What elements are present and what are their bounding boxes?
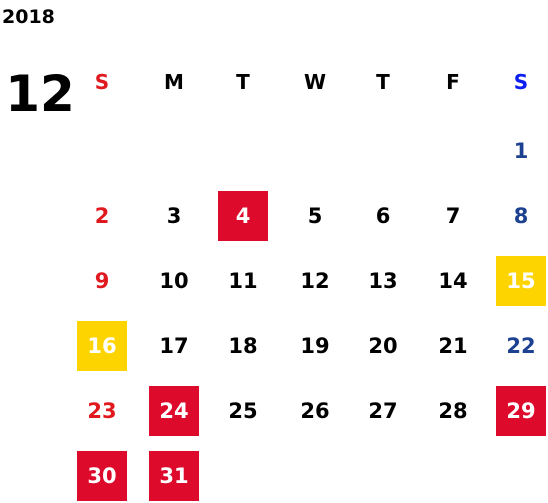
day-number: 28 xyxy=(438,399,467,423)
day-number: 11 xyxy=(228,269,257,293)
day-number: 2 xyxy=(95,204,110,228)
day-number: 21 xyxy=(438,334,467,358)
day-number: 23 xyxy=(87,399,116,423)
day-number: 4 xyxy=(236,204,251,228)
day-number: 6 xyxy=(376,204,391,228)
day-number: 26 xyxy=(300,399,329,423)
day-number: 16 xyxy=(87,334,116,358)
day-number: 15 xyxy=(506,269,535,293)
weekday-label: T xyxy=(236,70,250,94)
day-number: 3 xyxy=(167,204,182,228)
highlight xyxy=(149,451,199,501)
weekday-label: W xyxy=(304,70,326,94)
day-number: 10 xyxy=(159,269,188,293)
weekday-label: S xyxy=(514,70,528,94)
weekday-label: S xyxy=(95,70,109,94)
day-number: 24 xyxy=(159,399,188,423)
weekday-label: T xyxy=(376,70,390,94)
day-number: 29 xyxy=(506,399,535,423)
day-number: 5 xyxy=(308,204,323,228)
day-number: 27 xyxy=(368,399,397,423)
weekday-label: F xyxy=(446,70,460,94)
day-number: 9 xyxy=(95,269,110,293)
year: 2018 xyxy=(2,6,55,28)
day-number: 13 xyxy=(368,269,397,293)
day-number: 19 xyxy=(300,334,329,358)
day-number: 18 xyxy=(228,334,257,358)
day-number: 22 xyxy=(506,334,535,358)
day-number: 14 xyxy=(438,269,467,293)
day-number: 31 xyxy=(159,464,188,488)
highlight xyxy=(77,321,127,371)
day-number: 20 xyxy=(368,334,397,358)
day-number: 17 xyxy=(159,334,188,358)
highlight xyxy=(77,451,127,501)
weekday-label: M xyxy=(164,70,184,94)
day-number: 8 xyxy=(514,204,529,228)
day-number: 1 xyxy=(514,139,529,163)
month: 12 xyxy=(5,65,75,123)
day-number: 30 xyxy=(87,464,116,488)
highlight xyxy=(149,386,199,436)
day-number: 12 xyxy=(300,269,329,293)
highlight xyxy=(496,256,546,306)
day-number: 7 xyxy=(446,204,461,228)
day-number: 25 xyxy=(228,399,257,423)
highlight xyxy=(218,191,268,241)
highlight xyxy=(496,386,546,436)
